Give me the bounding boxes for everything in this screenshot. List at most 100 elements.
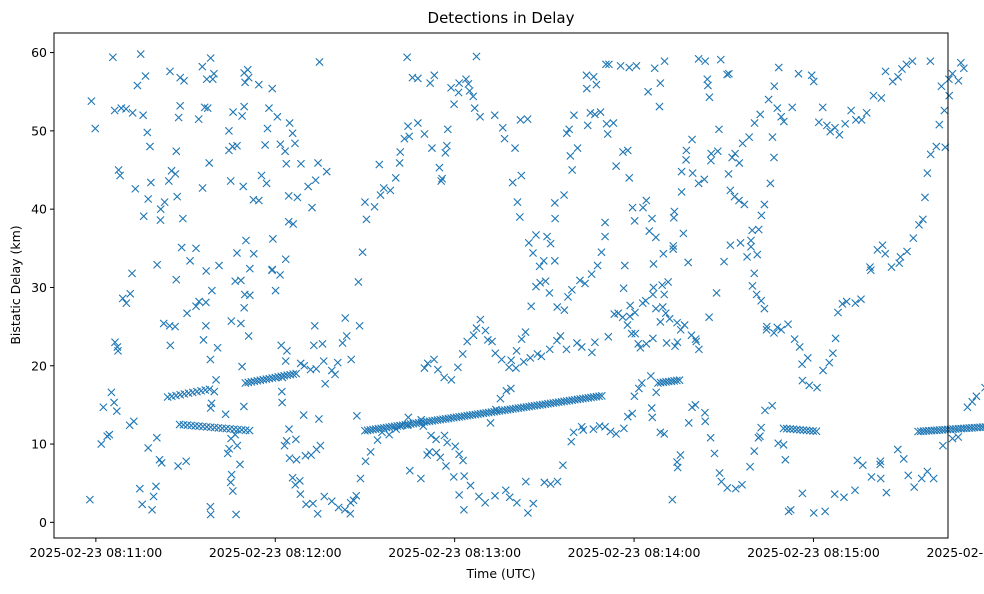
data-point bbox=[703, 81, 712, 90]
data-point bbox=[857, 115, 866, 124]
data-point bbox=[701, 417, 710, 426]
data-point bbox=[464, 79, 473, 88]
data-point bbox=[425, 447, 434, 456]
data-point bbox=[285, 454, 294, 463]
data-point bbox=[688, 169, 697, 178]
data-point bbox=[491, 491, 500, 500]
data-point bbox=[347, 355, 356, 364]
data-point bbox=[809, 508, 818, 517]
data-point bbox=[895, 259, 904, 268]
data-point bbox=[257, 171, 266, 180]
data-point bbox=[648, 334, 657, 343]
data-point bbox=[807, 71, 816, 80]
data-point bbox=[805, 426, 814, 435]
data-point bbox=[288, 129, 297, 138]
y-tick-label: 10 bbox=[31, 437, 47, 452]
data-point bbox=[671, 342, 680, 351]
data-point bbox=[427, 431, 436, 440]
data-point bbox=[244, 332, 253, 340]
data-point bbox=[254, 196, 263, 205]
data-point bbox=[638, 299, 647, 308]
data-point bbox=[779, 440, 788, 449]
data-point bbox=[511, 144, 520, 153]
data-point bbox=[669, 213, 678, 222]
data-point bbox=[646, 371, 655, 380]
data-point bbox=[908, 57, 917, 66]
data-point bbox=[521, 477, 530, 486]
x-tick-label: 2025-02-23 08:12:00 bbox=[209, 545, 342, 560]
data-point bbox=[536, 278, 545, 287]
data-point bbox=[481, 326, 490, 335]
data-point bbox=[488, 337, 497, 346]
data-point bbox=[523, 115, 532, 124]
data-point bbox=[201, 321, 210, 330]
y-tick-label: 40 bbox=[31, 202, 47, 217]
data-point bbox=[340, 505, 349, 514]
data-point bbox=[282, 436, 291, 445]
data-point bbox=[296, 490, 305, 499]
data-point bbox=[688, 135, 697, 144]
data-point bbox=[352, 491, 361, 500]
data-point bbox=[882, 488, 891, 497]
data-point bbox=[451, 442, 460, 451]
data-point bbox=[537, 352, 546, 361]
data-point bbox=[358, 248, 367, 257]
data-point bbox=[750, 447, 759, 456]
data-point bbox=[498, 123, 507, 132]
data-point bbox=[310, 321, 319, 330]
data-point bbox=[276, 140, 285, 149]
data-point bbox=[449, 472, 458, 481]
data-point bbox=[784, 320, 793, 329]
data-point bbox=[232, 141, 241, 150]
data-point bbox=[766, 179, 775, 188]
data-point bbox=[159, 319, 168, 328]
data-point bbox=[768, 133, 777, 142]
data-point bbox=[723, 483, 732, 492]
data-point bbox=[782, 424, 791, 433]
data-point bbox=[148, 505, 157, 514]
y-ticks: 0 10 20 30 40 50 60 bbox=[31, 45, 54, 530]
data-point bbox=[798, 489, 807, 498]
data-point bbox=[981, 383, 984, 392]
data-point bbox=[626, 301, 635, 310]
data-point bbox=[501, 486, 510, 495]
data-point bbox=[282, 159, 291, 168]
data-point bbox=[512, 498, 521, 507]
data-point bbox=[149, 492, 158, 501]
data-point bbox=[462, 75, 471, 84]
data-point bbox=[550, 198, 559, 207]
y-tick-label: 0 bbox=[39, 515, 47, 530]
data-point bbox=[152, 433, 161, 442]
data-point bbox=[491, 405, 500, 414]
data-point bbox=[754, 225, 763, 234]
data-point bbox=[186, 256, 195, 265]
data-point bbox=[438, 174, 447, 183]
data-point bbox=[182, 457, 191, 466]
data-point bbox=[215, 261, 224, 270]
data-point bbox=[652, 388, 661, 397]
data-point bbox=[847, 106, 856, 115]
data-point bbox=[202, 422, 211, 431]
data-point bbox=[705, 93, 714, 102]
data-point bbox=[903, 247, 912, 256]
data-point bbox=[108, 53, 117, 62]
data-point bbox=[862, 108, 871, 117]
data-point bbox=[312, 364, 321, 373]
data-point bbox=[746, 462, 755, 471]
data-point bbox=[639, 203, 648, 212]
data-point bbox=[680, 321, 689, 330]
data-point bbox=[296, 159, 305, 168]
data-point bbox=[440, 373, 449, 382]
data-point bbox=[738, 139, 747, 148]
x-axis-label: Time (UTC) bbox=[465, 566, 535, 581]
data-point bbox=[675, 376, 684, 385]
data-point bbox=[139, 212, 148, 221]
data-point bbox=[876, 460, 885, 469]
data-point bbox=[634, 339, 643, 348]
data-point bbox=[183, 421, 192, 430]
data-point bbox=[691, 400, 700, 409]
data-point bbox=[648, 290, 657, 299]
data-point bbox=[292, 455, 301, 464]
data-point bbox=[738, 480, 746, 489]
data-point bbox=[770, 82, 779, 91]
